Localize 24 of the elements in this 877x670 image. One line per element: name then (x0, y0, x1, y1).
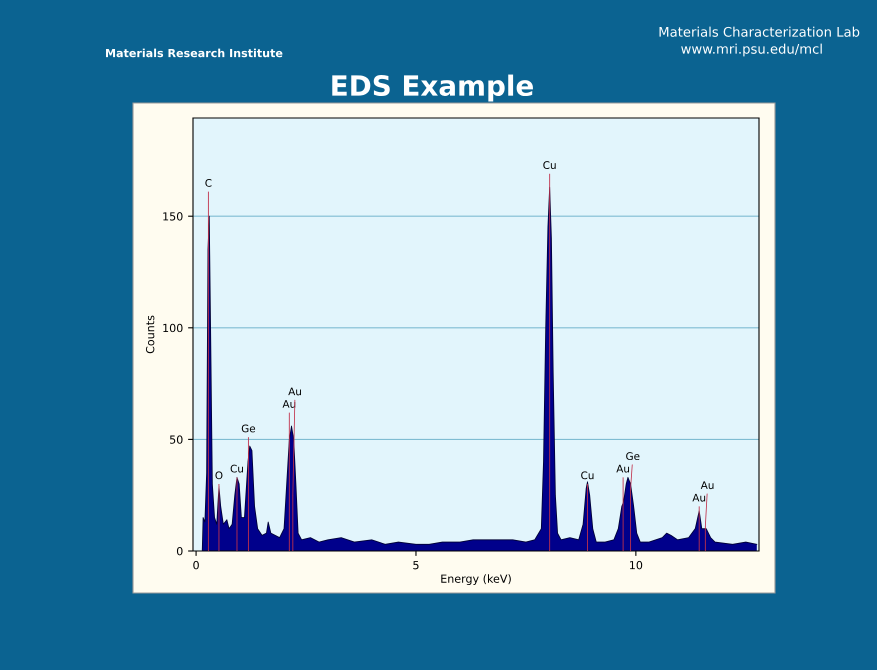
text: Materials Research Institute (106, 48, 282, 58)
annotation: Cu (543, 161, 556, 170)
annotation: Au (700, 481, 714, 490)
y-tick-label: 150 (163, 212, 183, 221)
annotation: Au (288, 388, 301, 396)
text: Materials Characterization Lab (660, 26, 860, 37)
chart-title: EDS Example (332, 74, 533, 102)
annotation: Cu (581, 471, 594, 480)
x-tick-label: 0 (193, 560, 199, 570)
y-tick-label: 0 (176, 546, 183, 556)
annotation: Ge (242, 424, 256, 432)
y-tick-label: 50 (170, 435, 183, 444)
text: www.mri.psu.edu/mcl (681, 44, 822, 56)
y-tick-label: 100 (163, 324, 183, 332)
annotation: Cu (230, 464, 243, 473)
x-tick-label: 5 (413, 561, 419, 570)
annotation: O (215, 471, 222, 480)
annotation: Au (692, 494, 706, 502)
annotation: Au (616, 464, 630, 473)
annotation: Ge (626, 452, 640, 460)
y-axis-title: Counts (146, 316, 154, 354)
x-tick-label: 10 (630, 560, 642, 570)
x-axis-title: Energy (keV) (441, 574, 511, 586)
annotation: C (205, 178, 212, 187)
